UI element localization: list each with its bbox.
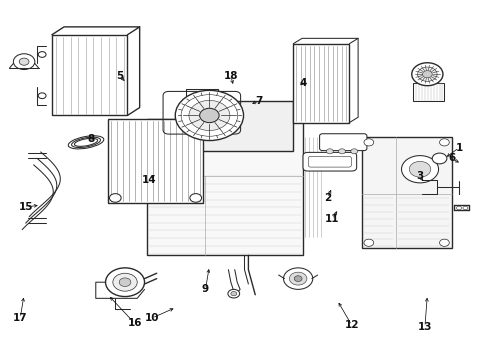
- Circle shape: [289, 272, 306, 285]
- Circle shape: [456, 206, 461, 210]
- Circle shape: [175, 90, 243, 140]
- Circle shape: [188, 100, 229, 131]
- Circle shape: [338, 149, 345, 154]
- Text: 3: 3: [416, 171, 423, 181]
- Text: 2: 2: [323, 193, 330, 203]
- Bar: [147, 119, 303, 255]
- Circle shape: [105, 268, 144, 297]
- Text: 1: 1: [454, 143, 462, 153]
- Text: 17: 17: [13, 313, 27, 323]
- Text: 6: 6: [447, 153, 454, 163]
- Circle shape: [417, 67, 436, 81]
- Circle shape: [189, 194, 201, 202]
- Circle shape: [350, 149, 357, 154]
- Circle shape: [439, 239, 448, 246]
- Circle shape: [199, 108, 219, 123]
- Circle shape: [363, 239, 373, 246]
- Circle shape: [227, 289, 239, 298]
- Text: 10: 10: [144, 313, 159, 323]
- Text: 18: 18: [223, 71, 238, 81]
- Circle shape: [411, 63, 442, 86]
- Circle shape: [283, 268, 312, 289]
- Circle shape: [294, 276, 302, 282]
- Bar: [412, 83, 444, 101]
- Bar: [293, 44, 348, 123]
- Text: 4: 4: [299, 78, 306, 88]
- Text: 15: 15: [19, 202, 33, 212]
- Circle shape: [38, 93, 46, 99]
- Circle shape: [363, 139, 373, 146]
- Circle shape: [19, 58, 29, 65]
- Circle shape: [113, 273, 137, 291]
- Text: 5: 5: [116, 71, 123, 81]
- Circle shape: [422, 71, 431, 78]
- Text: 7: 7: [255, 96, 262, 106]
- Circle shape: [431, 153, 446, 164]
- Circle shape: [109, 194, 121, 202]
- Circle shape: [408, 161, 430, 177]
- Text: 14: 14: [142, 175, 157, 185]
- Circle shape: [230, 292, 236, 296]
- Bar: [52, 35, 127, 116]
- Circle shape: [462, 206, 467, 210]
- Circle shape: [326, 149, 332, 154]
- Text: 8: 8: [87, 134, 94, 144]
- Circle shape: [38, 51, 46, 57]
- Circle shape: [13, 54, 35, 69]
- Text: 13: 13: [417, 322, 431, 332]
- Bar: [185, 101, 293, 151]
- FancyBboxPatch shape: [303, 152, 356, 171]
- Circle shape: [401, 156, 438, 183]
- Bar: [361, 137, 451, 248]
- Text: 11: 11: [325, 215, 339, 224]
- Bar: [108, 119, 203, 203]
- FancyBboxPatch shape: [319, 134, 366, 150]
- Circle shape: [119, 278, 131, 287]
- Text: 12: 12: [344, 320, 358, 330]
- Text: 9: 9: [202, 284, 209, 294]
- Circle shape: [439, 139, 448, 146]
- Text: 16: 16: [127, 319, 142, 328]
